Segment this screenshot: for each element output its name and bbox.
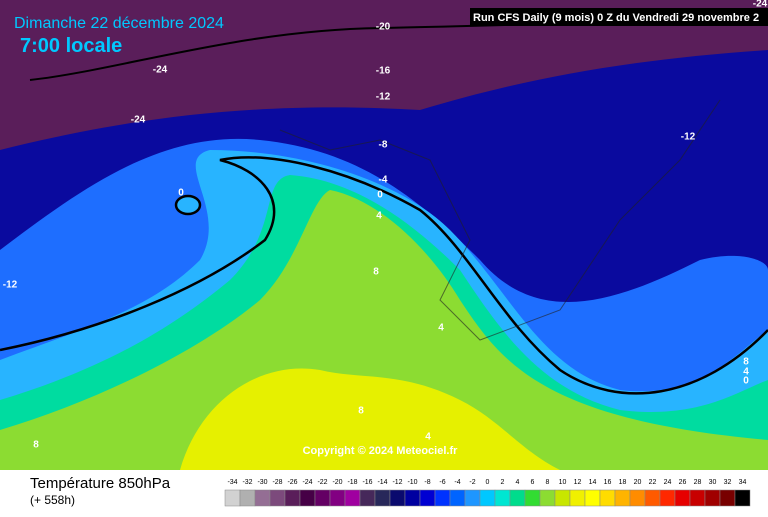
legend-swatch (389, 489, 406, 507)
contour-label: -24 (753, 0, 768, 10)
legend-swatch (629, 489, 646, 507)
legend-label: -14 (377, 479, 387, 486)
date: Dimanche 22 décembre 2024 (14, 15, 224, 32)
legend-label: -18 (347, 479, 357, 486)
contour-label: -24 (153, 65, 168, 76)
legend-swatch (569, 489, 586, 507)
legend-swatch (494, 489, 511, 507)
legend-label: -4 (454, 479, 460, 486)
legend-label: 8 (546, 479, 550, 486)
legend-swatch (479, 489, 496, 507)
contour-label: 4 (425, 432, 431, 443)
contour-label: 8 (743, 357, 749, 368)
legend-label: 10 (559, 479, 567, 486)
contour-label: 0 (178, 188, 184, 199)
legend-label: -12 (392, 479, 402, 486)
legend-swatch (554, 489, 571, 507)
legend-label: 18 (619, 479, 627, 486)
legend-label: -28 (272, 479, 282, 486)
legend-label: -26 (287, 479, 297, 486)
legend-swatch (314, 489, 331, 507)
legend-label: 4 (516, 479, 520, 486)
legend-label: 26 (679, 479, 687, 486)
legend-label: 12 (574, 479, 582, 486)
legend-label: 14 (589, 479, 597, 486)
legend-label: 0 (486, 479, 490, 486)
contour-label: -16 (376, 66, 391, 77)
contour-label: 8 (33, 440, 39, 451)
legend-swatch (599, 489, 616, 507)
legend-label: 2 (501, 479, 505, 486)
legend-label: -8 (424, 479, 430, 486)
map (0, 0, 768, 470)
legend-label: 22 (649, 479, 657, 486)
contour-label: -12 (681, 132, 696, 143)
legend-swatch (269, 489, 286, 507)
legend-label: -20 (332, 479, 342, 486)
legend-label: -2 (469, 479, 475, 486)
lead-time: (+ 558h) (30, 493, 75, 507)
legend-label: -10 (407, 479, 417, 486)
contour-label: -20 (376, 22, 391, 33)
legend-swatch (464, 489, 481, 507)
legend-label: -34 (227, 479, 237, 486)
contour-label: -24 (131, 115, 146, 126)
legend-label: 34 (739, 479, 747, 486)
contour-label: -12 (3, 280, 18, 291)
legend-label: 20 (634, 479, 642, 486)
legend-label: -24 (302, 479, 312, 486)
legend-swatch (539, 489, 556, 507)
legend-swatch (419, 489, 436, 507)
contour-label: 8 (373, 267, 379, 278)
contour-label: 4 (743, 367, 749, 378)
contour-label: 4 (376, 211, 382, 222)
legend-label: 16 (604, 479, 612, 486)
legend-swatch (584, 489, 601, 507)
legend-swatch (524, 489, 541, 507)
legend-label: 32 (724, 479, 732, 486)
legend-swatch (404, 489, 421, 507)
legend-swatch (284, 489, 301, 507)
legend-swatch (224, 489, 241, 507)
contour-label: 0 (377, 190, 383, 201)
legend-label: 6 (531, 479, 535, 486)
legend-label: 28 (694, 479, 702, 486)
legend-swatch (614, 489, 631, 507)
legend-swatch (509, 489, 526, 507)
legend-swatch (659, 489, 676, 507)
legend-swatch (434, 489, 451, 507)
run-info: Run CFS Daily (9 mois) 0 Z du Vendredi 2… (473, 12, 759, 24)
legend-swatch (689, 489, 706, 507)
legend-swatch (719, 489, 736, 507)
copyright: Copyright © 2024 Meteociel.fr (303, 445, 459, 457)
legend-swatch (359, 489, 376, 507)
legend-label: -22 (317, 479, 327, 486)
legend-label: -32 (242, 479, 252, 486)
legend-label: -16 (362, 479, 372, 486)
legend-swatch (329, 489, 346, 507)
contour-label: 0 (743, 376, 749, 387)
legend-swatch (644, 489, 661, 507)
time: 7:00 locale (20, 35, 122, 57)
legend-swatch (299, 489, 316, 507)
legend-swatch (239, 489, 256, 507)
contour-label: -12 (376, 92, 391, 103)
legend-swatch (674, 489, 691, 507)
legend-swatch (734, 489, 751, 507)
legend-swatch (344, 489, 361, 507)
contour-label: -8 (379, 140, 388, 151)
footer-title: Température 850hPa (30, 475, 171, 492)
contour-label: 4 (438, 323, 444, 334)
legend-swatch (704, 489, 721, 507)
legend-swatch (449, 489, 466, 507)
contour-label: 8 (358, 406, 364, 417)
legend-swatch (374, 489, 391, 507)
legend-label: -6 (439, 479, 445, 486)
contour-label: -4 (379, 175, 388, 186)
legend-label: -30 (257, 479, 267, 486)
legend-swatch (254, 489, 271, 507)
legend-label: 24 (664, 479, 672, 486)
legend-label: 30 (709, 479, 717, 486)
